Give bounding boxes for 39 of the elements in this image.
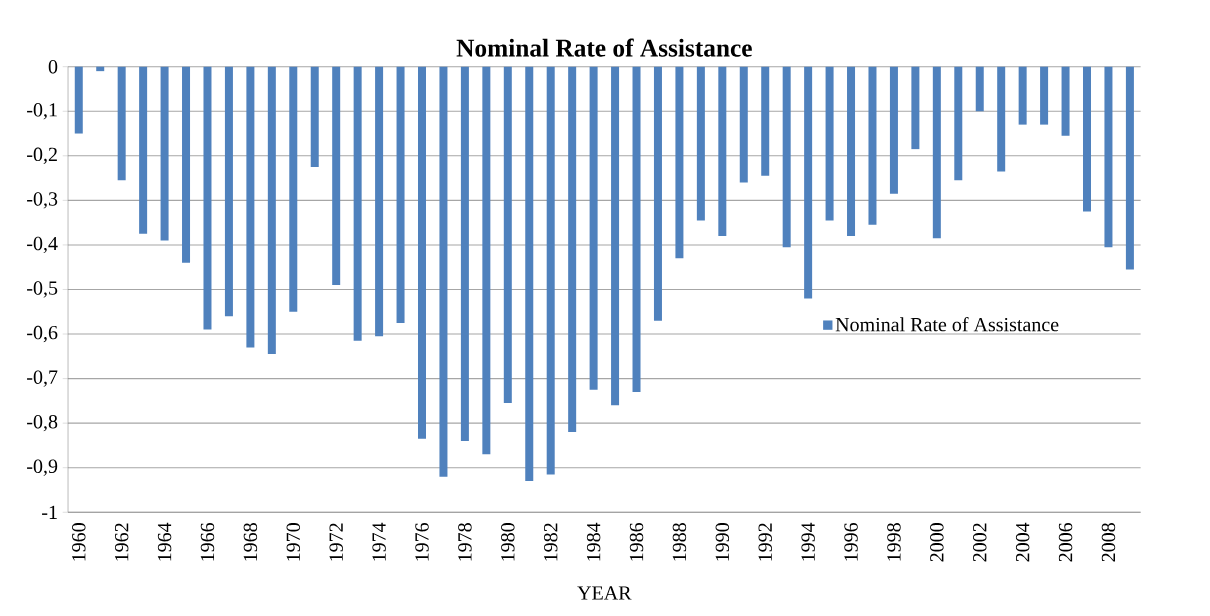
x-tick-label: 1998	[887, 522, 901, 561]
x-tick-label: 1972	[329, 523, 343, 561]
x-tick-label: 1962	[114, 523, 129, 561]
x-tick-label: 2006	[1058, 522, 1073, 562]
y-tick-label: -0,2	[27, 147, 57, 164]
y-tick-label: -0,7	[27, 370, 58, 387]
x-tick-label: 1982	[543, 523, 558, 561]
x-tick-label: 1978	[458, 522, 472, 561]
x-tick-label: 1968	[243, 522, 258, 561]
x-tick-label: 1976	[415, 522, 429, 561]
x-tick-label: 1988	[672, 522, 687, 561]
y-tick-label: -0,9	[27, 459, 58, 476]
x-tick-label: 1984	[586, 522, 601, 561]
x-axis-title: YEAR	[577, 586, 632, 600]
x-tick-label: 1960	[72, 522, 86, 561]
y-tick-label: -0,3	[27, 192, 58, 209]
x-tick-label: 2000	[930, 522, 944, 562]
x-tick-label: 1974	[372, 522, 386, 561]
y-tick-label: -0,8	[27, 414, 58, 432]
legend-label: Nominal Rate of Assistance	[835, 316, 1059, 332]
y-tick-label: 0	[48, 59, 58, 74]
x-tick-label: 1990	[715, 522, 730, 561]
y-tick-label: -0,5	[27, 281, 58, 298]
x-tick-label: 2008	[1101, 522, 1116, 562]
x-tick-label: 1992	[758, 523, 772, 561]
chart-title: Nominal Rate of Assistance	[456, 38, 752, 57]
y-tick-label: -0,6	[27, 325, 58, 343]
x-tick-label: 1994	[801, 522, 815, 561]
y-tick-label: -0,1	[27, 102, 57, 120]
x-tick-label: 1966	[200, 522, 215, 561]
y-tick-label: -1	[42, 505, 57, 519]
x-tick-label: 2004	[1015, 522, 1030, 562]
x-tick-label: 1970	[286, 522, 301, 561]
y-tick-label: -0,4	[27, 236, 58, 253]
x-tick-label: 2002	[972, 523, 987, 562]
x-tick-label: 1964	[157, 522, 172, 561]
x-tick-label: 1996	[844, 522, 858, 561]
x-tick-label: 1980	[501, 522, 515, 561]
x-tick-label: 1986	[629, 522, 644, 561]
